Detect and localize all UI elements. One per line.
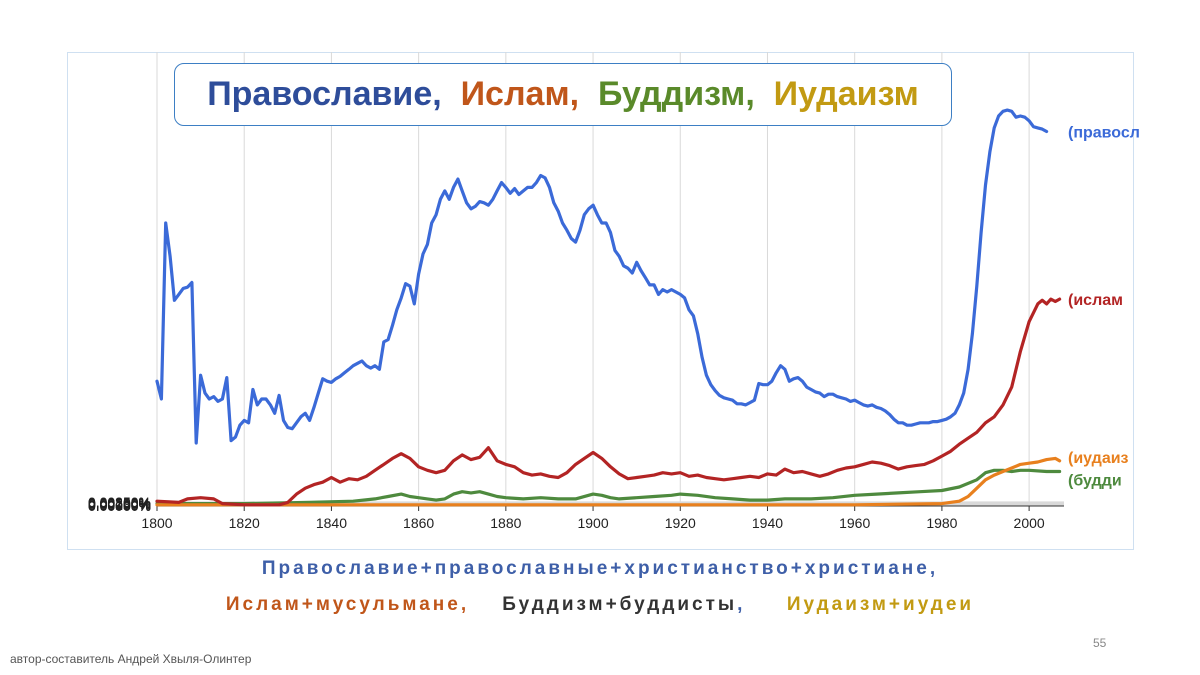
x-tick-label: 1920	[665, 515, 696, 531]
x-tick-label: 1820	[229, 515, 260, 531]
chart-frame	[67, 52, 1134, 550]
x-tick-label: 1860	[403, 515, 434, 531]
caption-islam: Ислам+мусульмане,	[225, 594, 470, 615]
author-credit: автор-составитель Андрей Хвыля-Олинтер	[10, 652, 252, 666]
y-tick-label: 0.00350%	[88, 494, 151, 510]
x-tick-label: 1880	[490, 515, 521, 531]
series-line	[155, 456, 1062, 507]
series-label: (правосл	[1068, 125, 1140, 142]
caption-line-1: Православие+православные+христианство+хр…	[261, 558, 939, 579]
x-tick-label: 1840	[316, 515, 347, 531]
y-tick-label: 0.00050%	[88, 497, 151, 513]
title-buddhism: Буддизм	[597, 75, 746, 113]
series-line	[155, 468, 1062, 506]
x-tick-label: 1900	[577, 515, 608, 531]
y-tick-label: 0.00150%	[88, 496, 151, 512]
x-tick-label: 1940	[752, 515, 783, 531]
title-separator: ,	[432, 75, 442, 113]
y-tick-label: 0.00200%	[88, 496, 151, 512]
y-tick-label: 0.00300%	[88, 494, 151, 510]
title-separator: ,	[569, 75, 580, 113]
caption-separator: ,	[737, 594, 746, 615]
series-label: (будди	[1068, 473, 1122, 490]
title-islam: Ислам	[460, 75, 570, 113]
title-orthodoxy: Православие	[207, 75, 433, 113]
y-tick-label: 0.00100%	[88, 497, 151, 513]
series-label: (иудаиз	[1068, 450, 1129, 467]
y-tick-label: 0.00250%	[88, 495, 151, 511]
y-tick-label: 0.00000%	[88, 498, 151, 514]
x-tick-label: 1980	[926, 515, 957, 531]
title-judaism: Иудаизм	[773, 75, 919, 113]
x-tick-label: 2000	[1014, 515, 1045, 531]
caption-buddhism: Буддизм+буддисты	[502, 594, 738, 615]
chart-title: Православие, Ислам, Буддизм, Иудаизм	[174, 63, 952, 126]
series-label: (ислам	[1068, 292, 1123, 309]
caption-judaism: Иудаизм+иудеи	[786, 594, 975, 615]
series-line	[155, 108, 1049, 445]
series-line	[155, 297, 1062, 507]
x-tick-label: 1800	[141, 515, 172, 531]
caption-line-2: Ислам+мусульмане, Буддизм+буддисты, Иуда…	[0, 594, 1200, 616]
page-number: 55	[1093, 636, 1107, 650]
title-separator: ,	[745, 75, 755, 113]
x-tick-label: 1960	[839, 515, 870, 531]
